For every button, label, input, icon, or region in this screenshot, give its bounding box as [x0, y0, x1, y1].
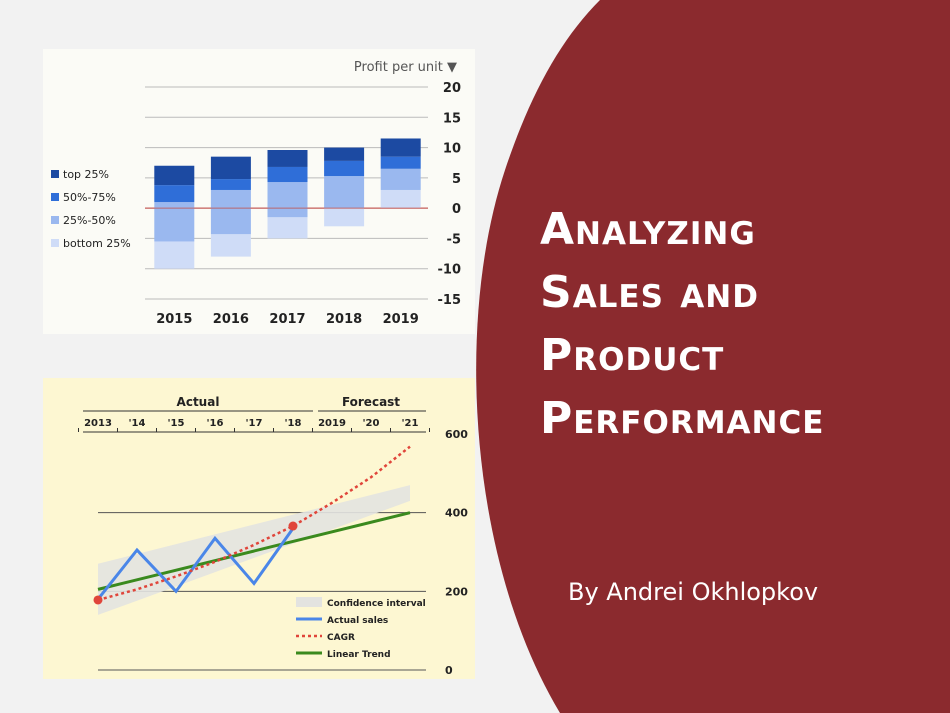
actual-sales-line	[96, 527, 295, 601]
line-x-label: '20	[363, 418, 380, 429]
bar-segment	[210, 234, 251, 257]
profit-per-unit-chart: Profit per unit ▼ 20 15 10 5 0 -5 -10 -15 2015 2…	[43, 49, 475, 334]
sales-forecast-chart: Actual Forecast 2013 '14 '15 '16 '17 '18 2019 '…	[43, 378, 475, 679]
accent-shape	[476, 0, 950, 713]
bar-legend-swatch	[51, 170, 59, 178]
title-line-2: Sales and	[540, 267, 759, 318]
bar-legend-label: 25%-50%	[63, 214, 116, 227]
bar-segment	[210, 189, 251, 235]
cagr-line	[97, 445, 411, 602]
line-x-label: '14	[129, 418, 146, 429]
bar-segment	[154, 202, 195, 242]
line-x-label: '15	[168, 418, 185, 429]
bar-legend-label: bottom 25%	[63, 237, 131, 250]
bar-segment	[154, 241, 195, 269]
line-x-label: 2013	[84, 418, 112, 429]
line-legend-label: CAGR	[327, 633, 355, 643]
bar-segment	[210, 156, 251, 180]
line-y-tick-label: 0	[445, 664, 453, 677]
bar-segment	[267, 182, 308, 218]
line-y-ticks: 600 400 200 0	[445, 428, 468, 677]
bar-x-ticks: 2015 2016 2017 2018 2019	[156, 312, 419, 327]
bar-segment	[324, 208, 365, 227]
bar-y-tick-label: 5	[452, 172, 461, 187]
bar-y-tick-label: 10	[443, 142, 461, 157]
cagr-marker	[93, 595, 103, 605]
header-actual: Actual	[177, 395, 220, 409]
bar-segment	[380, 156, 421, 169]
bar-x-tick-label: 2016	[213, 312, 249, 327]
bar-segment	[154, 185, 195, 203]
bar-chart-title: Profit per unit ▼	[354, 60, 457, 75]
bar-segment	[267, 149, 308, 167]
line-x-labels: 2013 '14 '15 '16 '17 '18 2019 '20 '21	[78, 418, 430, 432]
bar-x-tick-label: 2015	[156, 312, 192, 327]
bar-segment	[380, 168, 421, 190]
bar-legend-swatch	[51, 216, 59, 224]
line-legend-label: Confidence interval	[327, 599, 426, 609]
bar-y-tick-label: 0	[452, 202, 461, 217]
bar-legend-label: top 25%	[63, 168, 109, 181]
header-forecast: Forecast	[342, 395, 400, 409]
cagr-marker	[288, 521, 298, 531]
bar-segment	[380, 189, 421, 209]
bar-x-tick-label: 2017	[269, 312, 305, 327]
line-x-label: '21	[402, 418, 419, 429]
bar-segment	[380, 138, 421, 157]
line-series	[93, 445, 411, 615]
line-y-tick-label: 200	[445, 585, 468, 598]
title-line-1: Analyzing	[540, 204, 756, 255]
line-x-label: '18	[285, 418, 302, 429]
line-x-label: '16	[207, 418, 224, 429]
line-y-tick-label: 600	[445, 428, 468, 441]
line-header: Actual Forecast	[83, 395, 426, 433]
bar-y-tick-label: -15	[438, 293, 462, 308]
line-legend-label: Actual sales	[327, 616, 388, 626]
bar-series	[145, 138, 428, 269]
line-y-tick-label: 400	[445, 507, 468, 520]
bar-legend-swatch	[51, 193, 59, 201]
bar-y-tick-label: -5	[447, 232, 461, 247]
line-legend: Confidence interval Actual sales CAGR Linea…	[296, 597, 426, 660]
line-legend-label: Linear Trend	[327, 650, 391, 660]
title-line-4: Performance	[540, 393, 825, 444]
legend-swatch-confidence	[296, 597, 322, 607]
line-x-label: 2019	[318, 418, 346, 429]
bar-legend-swatch	[51, 239, 59, 247]
slide-title: Analyzing Sales and Product Performance	[540, 198, 950, 450]
line-chart-svg: Actual Forecast 2013 '14 '15 '16 '17 '18 2019 '…	[78, 395, 468, 677]
bar-segment	[210, 179, 251, 190]
linear-trend-line	[97, 511, 411, 591]
line-x-label: '17	[246, 418, 263, 429]
bar-y-tick-label: 15	[443, 111, 461, 126]
bar-segment	[267, 166, 308, 183]
bar-legend-label: 50%-75%	[63, 191, 116, 204]
author-byline: By Andrei Okhlopkov	[568, 578, 819, 606]
bar-segment	[324, 147, 365, 161]
bar-y-tick-label: 20	[443, 81, 461, 96]
bar-segment	[324, 160, 365, 177]
bar-y-ticks: 20 15 10 5 0 -5 -10 -15	[438, 81, 462, 308]
bar-x-tick-label: 2019	[383, 312, 419, 327]
bar-y-tick-label: -10	[438, 263, 462, 278]
bar-segment	[154, 165, 195, 186]
bar-segment	[267, 217, 308, 239]
bar-x-tick-label: 2018	[326, 312, 362, 327]
bar-legend: top 25% 50%-75% 25%-50% bottom 25%	[51, 168, 131, 250]
bar-segment	[324, 176, 365, 209]
title-line-3: Product	[540, 330, 725, 381]
